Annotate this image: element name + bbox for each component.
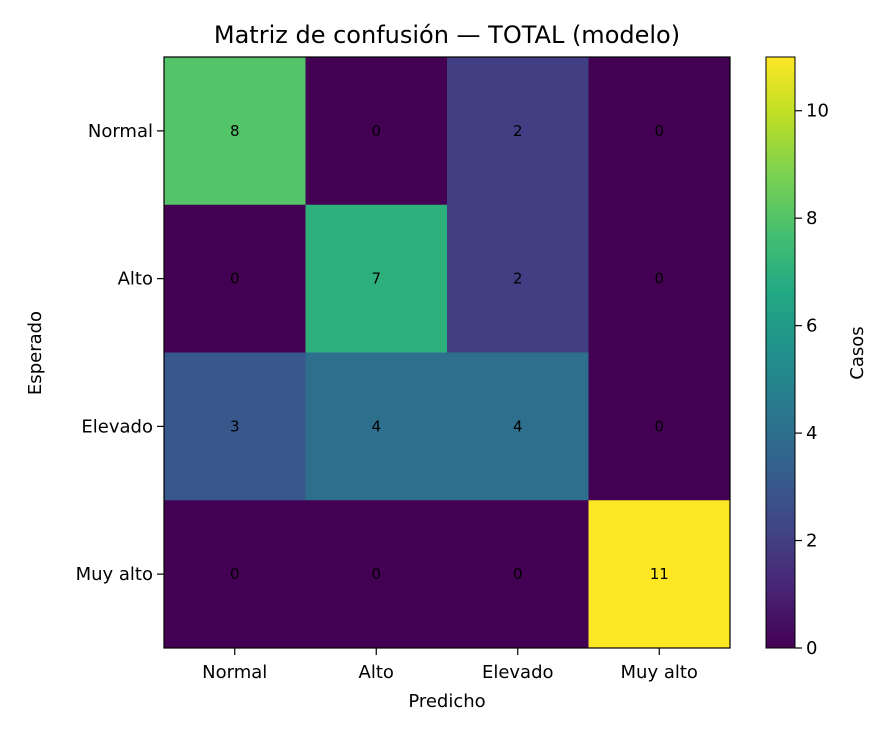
heatmap-cell [164,57,306,206]
colorbar-tick-label: 10 [806,101,829,122]
cell-value-label: 4 [513,417,523,435]
y-tick-label: Alto [118,269,153,290]
cell-value-label: 11 [650,565,669,583]
heatmap-cell-labels: 8 0 2 0 0 7 2 0 3 4 4 0 0 0 0 11 [230,122,669,583]
cell-value-label: 2 [513,270,523,288]
chart-title: Matriz de confusión — TOTAL (modelo) [214,21,680,49]
heatmap-cell [588,500,731,649]
x-tick-label: Muy alto [621,662,698,683]
y-axis-ticks: Normal Alto Elevado Muy alto [76,121,164,585]
heatmap-cell [588,352,731,501]
heatmap-cell [164,500,306,649]
heatmap-cell [447,204,589,353]
cell-value-label: 0 [654,122,664,140]
cell-value-label: 3 [230,417,240,435]
colorbar [765,56,796,649]
heatmap-cells [164,57,731,649]
colorbar-tick-label: 8 [806,208,817,229]
cell-value-label: 8 [230,122,240,140]
heatmap-cell [447,500,589,649]
heatmap-cell [305,500,448,649]
heatmap-cell [305,204,448,353]
colorbar-tick-label: 0 [806,638,817,659]
heatmap-cell [588,204,731,353]
x-axis-label: Predicho [408,691,485,712]
heatmap-cell [588,57,731,206]
cell-value-label: 7 [371,270,381,288]
heatmap-cell [164,204,306,353]
heatmap-cell [447,352,589,501]
x-tick-label: Normal [202,662,267,683]
x-axis-ticks: Normal Alto Elevado Muy alto [202,648,698,683]
colorbar-label: Casos [847,326,868,379]
y-tick-label: Normal [88,121,153,142]
heatmap-cell [305,352,448,501]
x-tick-label: Alto [359,662,394,683]
cell-value-label: 4 [371,417,381,435]
heatmap-cell [305,57,448,206]
y-axis-label: Esperado [25,311,46,395]
colorbar-tick-label: 6 [806,316,817,337]
cell-value-label: 0 [654,417,664,435]
x-tick-label: Elevado [482,662,554,683]
colorbar-tick-label: 4 [806,423,817,444]
cell-value-label: 0 [230,565,240,583]
cell-value-label: 2 [513,122,523,140]
y-tick-label: Muy alto [76,564,153,585]
y-tick-label: Elevado [81,416,153,437]
cell-value-label: 0 [371,565,381,583]
colorbar-ticks: 0 2 4 6 8 10 [795,101,829,659]
cell-value-label: 0 [513,565,523,583]
cell-value-label: 0 [654,270,664,288]
colorbar-tick-label: 2 [806,531,817,552]
cell-value-label: 0 [230,270,240,288]
heatmap-cell [447,57,589,206]
cell-value-label: 0 [371,122,381,140]
plot-frame [163,56,731,649]
heatmap-cell [164,352,306,501]
